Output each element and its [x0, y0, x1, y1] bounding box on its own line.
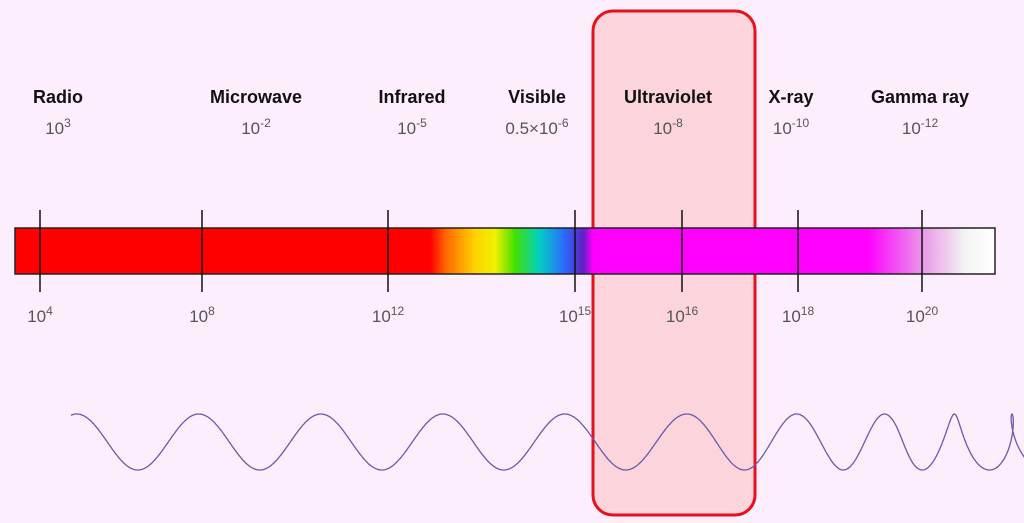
exponent: -10 — [792, 116, 810, 130]
exponent: 18 — [801, 304, 815, 318]
wavelength: 10-2 — [241, 116, 271, 138]
base: 10 — [782, 307, 801, 326]
exponent: -2 — [260, 116, 271, 130]
band-name: Infrared — [378, 87, 445, 107]
frequency-label: 108 — [189, 304, 215, 326]
base: 10 — [773, 119, 792, 138]
band-name: Gamma ray — [871, 87, 969, 107]
band-name: X-ray — [768, 87, 813, 107]
frequency-label: 104 — [27, 304, 53, 326]
exponent: 12 — [391, 304, 405, 318]
base: 10 — [906, 307, 925, 326]
exponent: -6 — [558, 116, 569, 130]
frequency-label: 1016 — [666, 304, 699, 326]
base: 10 — [559, 307, 578, 326]
wavelength: 103 — [45, 116, 71, 138]
exponent: 3 — [64, 116, 71, 130]
base: 10 — [241, 119, 260, 138]
band-name: Ultraviolet — [624, 87, 712, 107]
wavelength: 0.5×10-6 — [505, 116, 568, 138]
exponent: 4 — [46, 304, 53, 318]
frequency-label: 1012 — [372, 304, 405, 326]
band-name: Microwave — [210, 87, 302, 107]
wavelength: 10-12 — [902, 116, 939, 138]
base: 10 — [27, 307, 46, 326]
wave — [70, 413, 1024, 471]
base: 10 — [45, 119, 64, 138]
frequency-label: 1020 — [906, 304, 939, 326]
exponent: 16 — [685, 304, 699, 318]
exponent: 15 — [578, 304, 592, 318]
exponent: 8 — [208, 304, 215, 318]
exponent: -5 — [416, 116, 427, 130]
labels: Radio103Microwave10-2Infrared10-5Visible… — [27, 87, 969, 326]
band-name: Visible — [508, 87, 566, 107]
wavelength: 10-5 — [397, 116, 427, 138]
base: 0.5×10 — [505, 119, 557, 138]
spectrum-bar — [14, 227, 996, 275]
base: 10 — [666, 307, 685, 326]
band-name: Radio — [33, 87, 83, 107]
base: 10 — [397, 119, 416, 138]
base: 10 — [189, 307, 208, 326]
wavelength: 10-10 — [773, 116, 810, 138]
base: 10 — [902, 119, 921, 138]
frequency-label: 1015 — [559, 304, 592, 326]
wavelength: 10-8 — [653, 116, 683, 138]
exponent: -8 — [672, 116, 683, 130]
exponent: -12 — [921, 116, 939, 130]
frequency-label: 1018 — [782, 304, 815, 326]
exponent: 20 — [925, 304, 939, 318]
base: 10 — [653, 119, 672, 138]
base: 10 — [372, 307, 391, 326]
